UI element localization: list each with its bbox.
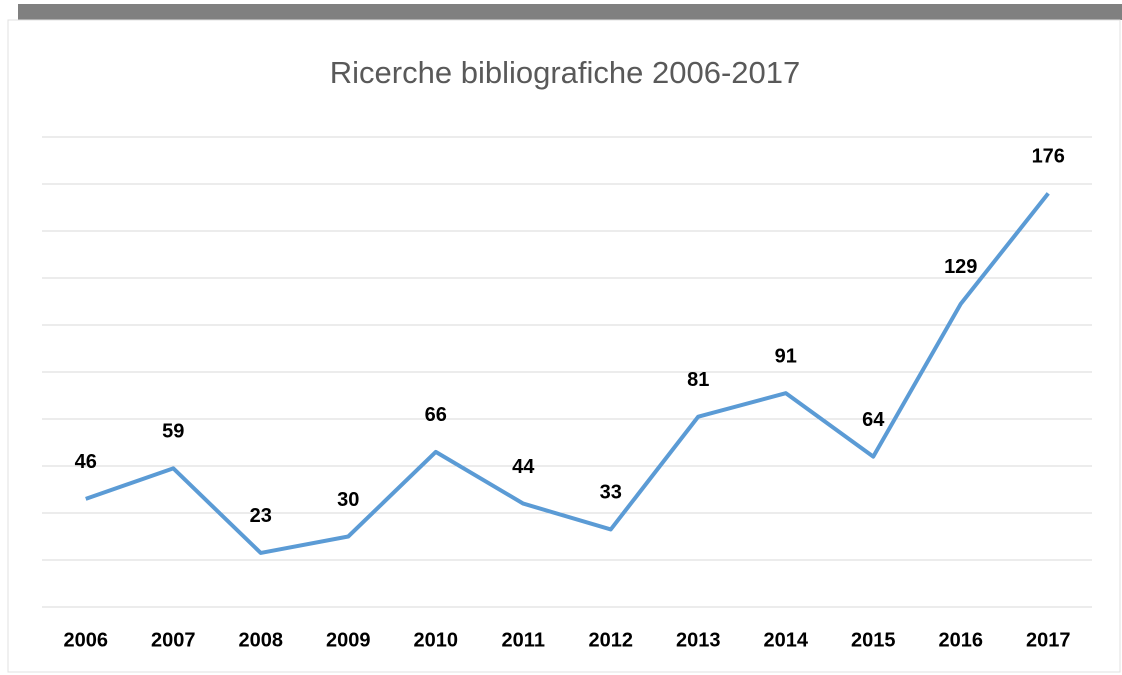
x-tick-label: 2009 <box>326 629 371 651</box>
line <box>85 192 1050 555</box>
x-tick-label: 2013 <box>676 629 721 651</box>
x-tick-label: 2008 <box>239 629 284 651</box>
data-label: 64 <box>862 409 885 431</box>
top-bar <box>18 4 1122 20</box>
data-label: 44 <box>512 456 535 478</box>
data-label: 176 <box>1032 146 1065 168</box>
data-label: 129 <box>944 256 977 278</box>
data-label: 81 <box>687 369 709 391</box>
x-tick-label: 2007 <box>151 629 196 651</box>
chart-title: Ricerche bibliografiche 2006-2017 <box>330 55 800 90</box>
x-tick-label: 2006 <box>64 629 109 651</box>
data-label: 66 <box>425 404 447 426</box>
data-label: 33 <box>600 482 622 504</box>
data-label: 59 <box>162 421 184 443</box>
data-label: 91 <box>775 345 797 367</box>
data-label: 46 <box>75 451 97 473</box>
x-tick-label: 2011 <box>502 629 545 651</box>
data-label: 30 <box>337 489 359 511</box>
data-label: 23 <box>250 505 272 527</box>
x-tick-label: 2015 <box>851 629 896 651</box>
chart-border <box>7 19 1121 673</box>
x-tick-label: 2010 <box>414 629 459 651</box>
x-tick-label: 2016 <box>939 629 984 651</box>
x-tick-label: 2012 <box>589 629 634 651</box>
x-tick-label: 2017 <box>1026 629 1071 651</box>
x-tick-label: 2014 <box>764 629 809 651</box>
